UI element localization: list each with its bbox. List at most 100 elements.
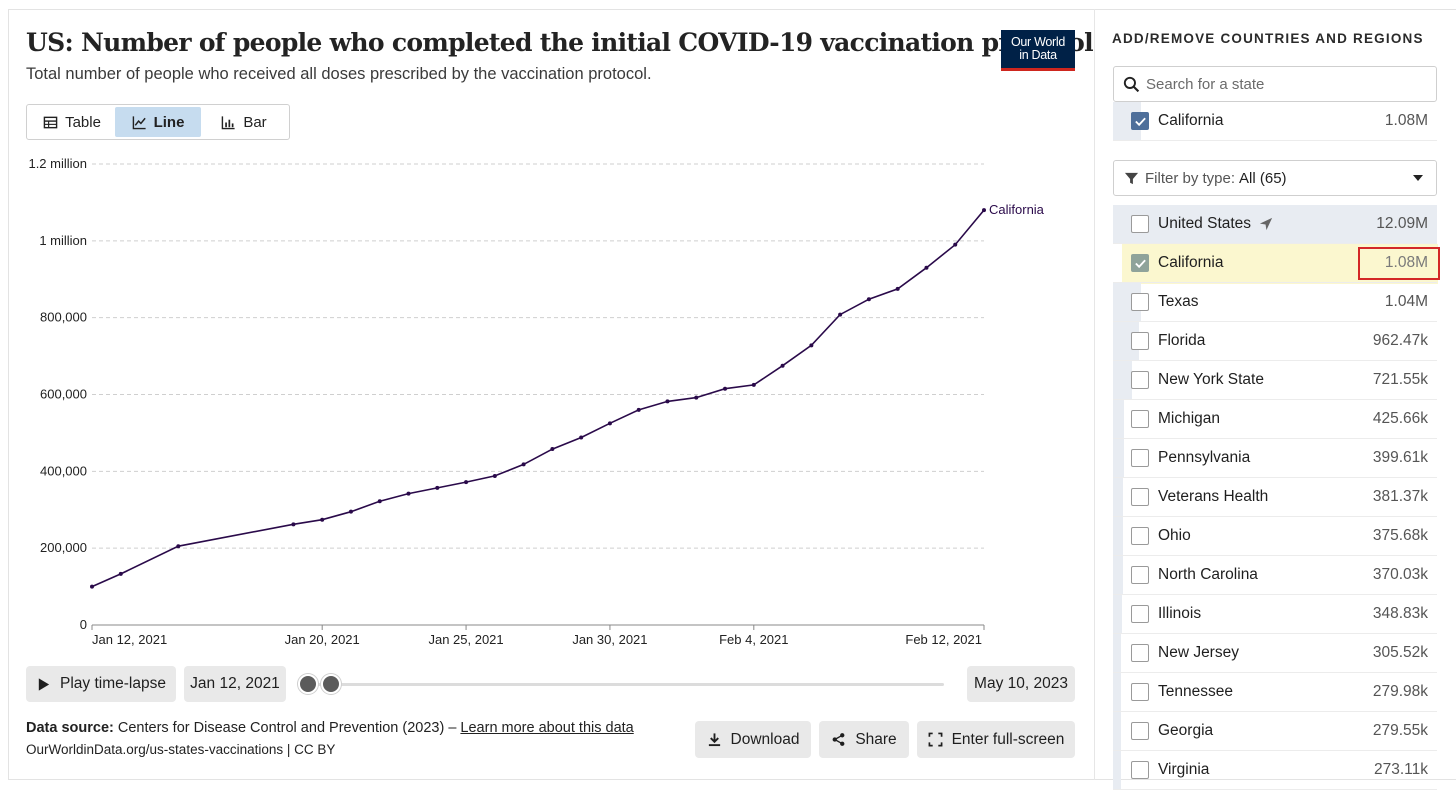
list-item[interactable]: Texas 1.04M [1113, 283, 1437, 322]
list-item-value: 370.03k [1372, 566, 1428, 583]
y-tick-label: 1 million [39, 233, 87, 248]
selected-item-name: California [1158, 112, 1224, 129]
play-timelapse-label: Play time-lapse [60, 675, 166, 692]
data-point [291, 522, 296, 527]
list-item-value: 305.52k [1372, 644, 1428, 661]
list-item-bar [1113, 673, 1121, 711]
data-point [406, 491, 411, 496]
list-item[interactable]: Illinois 348.83k [1113, 595, 1437, 634]
list-item-name: New Jersey [1158, 644, 1239, 662]
list-item-label: Illinois [1158, 605, 1202, 622]
tab-table[interactable]: Table [29, 107, 115, 137]
list-item-checkbox[interactable] [1131, 215, 1149, 233]
filter-by-type-dropdown[interactable]: Filter by type: All (65) [1113, 160, 1437, 196]
list-item[interactable]: New York State 721.55k [1113, 361, 1437, 400]
list-item[interactable]: Veterans Health 381.37k [1113, 478, 1437, 517]
selected-item-checkbox[interactable] [1131, 112, 1149, 130]
data-point [751, 382, 756, 387]
start-date-button[interactable]: Jan 12, 2021 [184, 666, 286, 702]
series-label: California [989, 202, 1045, 217]
list-item-checkbox[interactable] [1131, 527, 1149, 545]
list-item-label: North Carolina [1158, 566, 1258, 583]
list-item-bar [1113, 205, 1437, 243]
list-item-name: Georgia [1158, 722, 1213, 740]
chart-title: US: Number of people who completed the i… [26, 28, 1094, 57]
list-item-checkbox[interactable] [1131, 332, 1149, 350]
list-item-bar [1113, 361, 1132, 399]
list-item-label: New Jersey [1158, 644, 1239, 661]
data-point [866, 297, 871, 302]
timeline-end-handle[interactable] [321, 674, 341, 694]
list-item-checkbox[interactable] [1131, 293, 1149, 311]
list-item[interactable]: Ohio 375.68k [1113, 517, 1437, 556]
list-item-value: 399.61k [1372, 449, 1428, 466]
list-item[interactable]: United States 12.09M [1113, 205, 1437, 244]
state-search[interactable] [1113, 66, 1437, 102]
data-point [579, 435, 584, 440]
list-item-checkbox[interactable] [1131, 254, 1149, 272]
search-input[interactable] [1146, 75, 1426, 93]
share-button[interactable]: Share [819, 721, 909, 758]
line-chart-icon [132, 115, 146, 129]
list-item-name: Virginia [1158, 761, 1209, 779]
list-item-label: Texas [1158, 293, 1199, 310]
logo-line-1: Our World [1010, 35, 1066, 49]
timeline-start-handle[interactable] [298, 674, 318, 694]
list-item-bar [1113, 634, 1121, 672]
end-date-button[interactable]: May 10, 2023 [967, 666, 1075, 702]
learn-more-link[interactable]: Learn more about this data [460, 720, 634, 736]
list-item-checkbox[interactable] [1131, 410, 1149, 428]
share-label: Share [855, 730, 897, 748]
data-point [464, 480, 469, 485]
list-item[interactable]: Georgia 279.55k [1113, 712, 1437, 751]
tab-line[interactable]: Line [115, 107, 201, 137]
list-item[interactable]: Pennsylvania 399.61k [1113, 439, 1437, 478]
list-item-checkbox[interactable] [1131, 644, 1149, 662]
list-item-label: California [1158, 254, 1224, 271]
list-item-value: 348.83k [1372, 605, 1428, 622]
list-item-name: Illinois [1158, 605, 1201, 623]
data-point [953, 242, 958, 247]
data-point [550, 447, 555, 452]
filter-value: All (65) [1239, 169, 1287, 187]
play-icon [38, 677, 50, 691]
data-point [809, 343, 814, 348]
data-point [924, 265, 929, 270]
list-item-checkbox[interactable] [1131, 371, 1149, 389]
timeline-track[interactable] [306, 683, 944, 686]
list-item-checkbox[interactable] [1131, 605, 1149, 623]
list-item[interactable]: Tennessee 279.98k [1113, 673, 1437, 712]
list-item[interactable]: Virginia 273.11k [1113, 751, 1437, 790]
tab-line-label: Line [153, 113, 185, 131]
list-item[interactable]: North Carolina 370.03k [1113, 556, 1437, 595]
list-item-label: Georgia [1158, 722, 1214, 739]
logo-line-2: in Data [1019, 48, 1057, 62]
list-item[interactable]: California 1.08M [1113, 244, 1437, 283]
tab-table-label: Table [65, 113, 101, 131]
list-item-checkbox[interactable] [1131, 488, 1149, 506]
location-arrow-icon [1259, 217, 1273, 231]
tab-bar[interactable]: Bar [201, 107, 287, 137]
list-item[interactable]: Florida 962.47k [1113, 322, 1437, 361]
list-item-value: 425.66k [1372, 410, 1428, 427]
owid-logo[interactable]: Our World in Data [1001, 30, 1075, 71]
list-item-checkbox[interactable] [1131, 683, 1149, 701]
selected-item-california[interactable]: California 1.08M [1113, 102, 1437, 141]
list-item-checkbox[interactable] [1131, 566, 1149, 584]
list-item[interactable]: Michigan 425.66k [1113, 400, 1437, 439]
x-tick-label: Jan 20, 2021 [285, 632, 360, 647]
list-item-checkbox[interactable] [1131, 449, 1149, 467]
play-timelapse-button[interactable]: Play time-lapse [26, 666, 176, 702]
data-point [492, 473, 497, 478]
data-point [838, 312, 843, 317]
list-item-value: 1.04M [1384, 293, 1428, 310]
fullscreen-button[interactable]: Enter full-screen [917, 721, 1075, 758]
list-item-checkbox[interactable] [1131, 761, 1149, 779]
list-item-label: Michigan [1158, 410, 1221, 427]
data-point [665, 399, 670, 404]
line-chart: 0 200,000 400,000 600,000 800,000 1 million 1.… [28, 156, 1045, 647]
list-item[interactable]: New Jersey 305.52k [1113, 634, 1437, 673]
download-button[interactable]: Download [695, 721, 811, 758]
list-item-value: 721.55k [1372, 371, 1428, 388]
list-item-checkbox[interactable] [1131, 722, 1149, 740]
